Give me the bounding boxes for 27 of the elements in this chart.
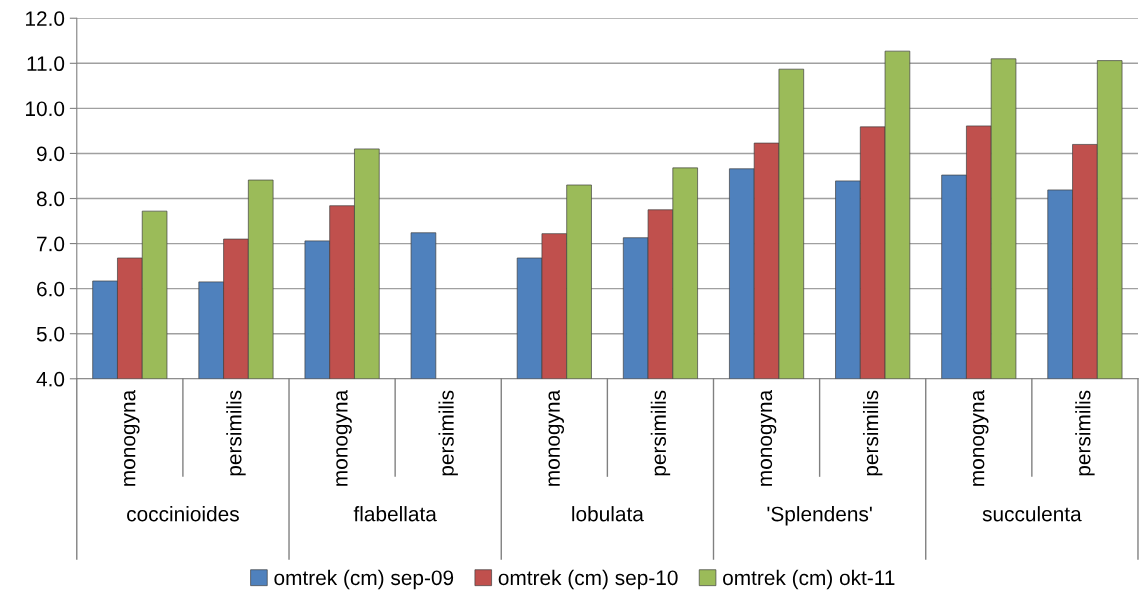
y-tick-label: 10.0	[26, 101, 65, 117]
y-tick-label: 6.0	[37, 281, 65, 297]
x-tick-label: monogyna	[760, 389, 777, 486]
legend-label: omtrek (cm) sep-10	[498, 569, 678, 590]
x-tick-label: monogyna	[972, 389, 989, 486]
x-tick-label: monogyna	[124, 389, 140, 486]
y-tick-label: 12.0	[26, 11, 65, 26]
x-tick-label: persimilis	[1075, 390, 1095, 476]
text: flabellata	[353, 506, 437, 522]
y-tick-label: 9.0	[36, 146, 65, 162]
text: lobulata	[572, 506, 644, 522]
x-tick-label: persimilis	[862, 390, 883, 476]
text: succulenta	[982, 506, 1082, 522]
y-tick-label: 8.0	[36, 191, 65, 207]
y-tick-label: 5.0	[36, 326, 65, 342]
x-tick-label: persimilis	[438, 390, 458, 476]
y-tick-label: 4.0	[36, 371, 65, 387]
legend-label: omtrek (cm) sep-09	[274, 569, 454, 590]
legend-label: omtrek (cm) okt-11	[723, 569, 895, 590]
x-tick-label: monogyna	[548, 389, 565, 486]
text: 'Splendens'	[767, 506, 872, 526]
text: coccinioides	[127, 506, 239, 522]
x-tick-label: monogyna	[336, 389, 352, 486]
x-tick-label: persimilis	[226, 390, 246, 476]
y-tick-label: 7.0	[37, 236, 65, 252]
y-tick-label: 11.0	[27, 56, 65, 72]
x-tick-label: persimilis	[650, 390, 671, 476]
